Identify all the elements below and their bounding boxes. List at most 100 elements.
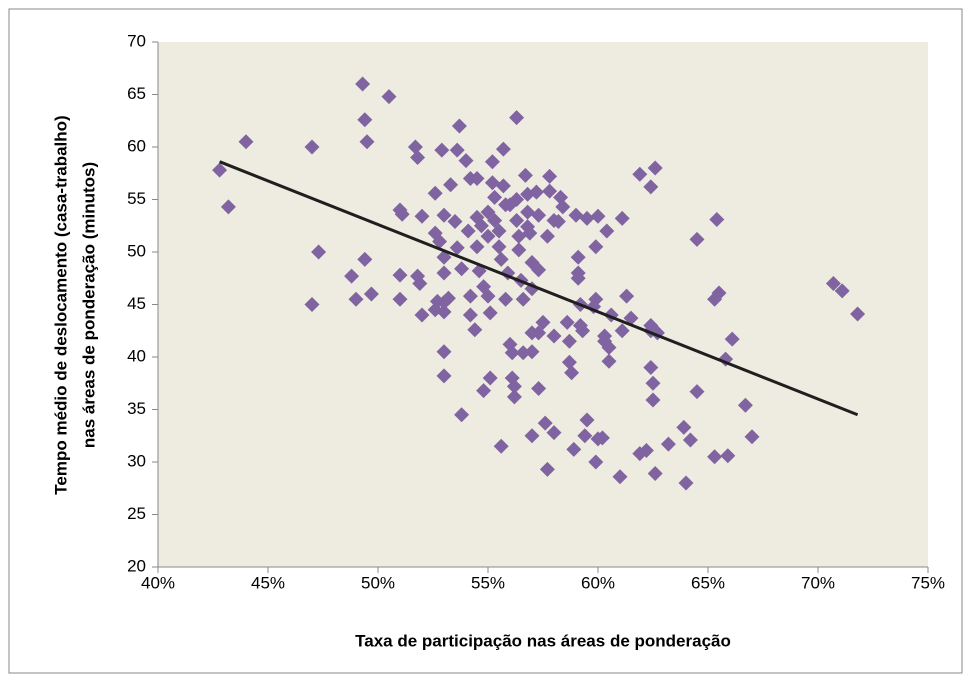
point: [561, 354, 577, 370]
point: [414, 307, 430, 323]
x-tick-label: 45%: [251, 573, 285, 592]
point: [579, 210, 595, 226]
point: [495, 141, 511, 157]
point: [238, 134, 254, 150]
point: [614, 323, 630, 339]
point: [436, 304, 452, 320]
point: [506, 378, 522, 394]
point: [392, 267, 408, 283]
point: [407, 139, 423, 155]
point: [559, 314, 575, 330]
point: [676, 419, 692, 435]
point: [458, 153, 474, 169]
point: [434, 142, 450, 158]
point: [614, 210, 630, 226]
point: [480, 288, 496, 304]
x-tick-label: 70%: [801, 573, 835, 592]
point: [678, 475, 694, 491]
point: [410, 150, 426, 165]
point: [744, 429, 760, 445]
y-tick-label: 70: [127, 31, 146, 50]
point: [601, 340, 617, 356]
point: [590, 208, 606, 224]
point: [689, 231, 705, 247]
point: [381, 89, 397, 105]
point: [577, 428, 593, 444]
point: [550, 214, 566, 230]
point: [546, 328, 562, 344]
point: [707, 449, 723, 465]
point: [493, 251, 509, 267]
point: [711, 285, 727, 301]
y-tick-label: 25: [127, 504, 146, 523]
point: [443, 177, 459, 193]
point: [447, 214, 463, 230]
point: [520, 204, 536, 220]
point: [504, 345, 520, 361]
point: [462, 288, 478, 304]
point: [482, 305, 498, 321]
point: [638, 442, 654, 458]
point: [579, 412, 595, 428]
point: [304, 297, 320, 312]
point: [436, 265, 452, 281]
point: [588, 454, 604, 470]
x-tick-label: 40%: [141, 573, 175, 592]
point: [709, 211, 725, 227]
point: [645, 375, 661, 391]
point: [509, 110, 525, 126]
point: [531, 262, 547, 278]
point: [454, 261, 470, 277]
point: [619, 288, 635, 304]
point: [344, 268, 360, 284]
point: [825, 276, 841, 291]
point: [498, 291, 514, 307]
x-tick-label: 55%: [471, 573, 505, 592]
point: [449, 142, 465, 158]
y-tick-label: 60: [127, 136, 146, 155]
point: [212, 162, 228, 178]
point: [511, 242, 527, 258]
point: [460, 223, 476, 239]
point: [480, 228, 496, 244]
trend-line: [219, 160, 859, 417]
point: [515, 345, 531, 361]
point: [357, 112, 373, 128]
point: [682, 432, 698, 448]
point: [524, 344, 540, 360]
point: [509, 192, 525, 207]
point: [643, 360, 659, 375]
y-tick-label: 20: [127, 556, 146, 575]
point: [517, 167, 533, 183]
point: [834, 283, 850, 299]
point: [469, 239, 485, 255]
point: [601, 353, 617, 369]
point: [493, 438, 509, 454]
point: [564, 365, 580, 381]
point: [850, 306, 866, 322]
point: [524, 428, 540, 444]
point: [511, 228, 527, 244]
point: [594, 430, 610, 446]
point: [643, 179, 659, 195]
point: [451, 118, 467, 134]
point: [566, 441, 582, 457]
point: [427, 185, 443, 201]
point: [528, 184, 544, 200]
point: [720, 448, 736, 464]
point: [537, 415, 553, 431]
point: [531, 381, 547, 396]
y-axis-title: nas áreas de ponderação (minutos): [79, 162, 98, 448]
point: [491, 239, 507, 255]
point: [462, 307, 478, 323]
point: [412, 276, 428, 291]
point: [509, 213, 525, 228]
point: [570, 270, 586, 286]
y-tick-label: 50: [127, 241, 146, 260]
point: [568, 207, 584, 223]
point: [449, 240, 465, 256]
point: [482, 370, 498, 386]
point: [632, 166, 648, 182]
point: [469, 171, 485, 186]
point: [531, 207, 547, 223]
